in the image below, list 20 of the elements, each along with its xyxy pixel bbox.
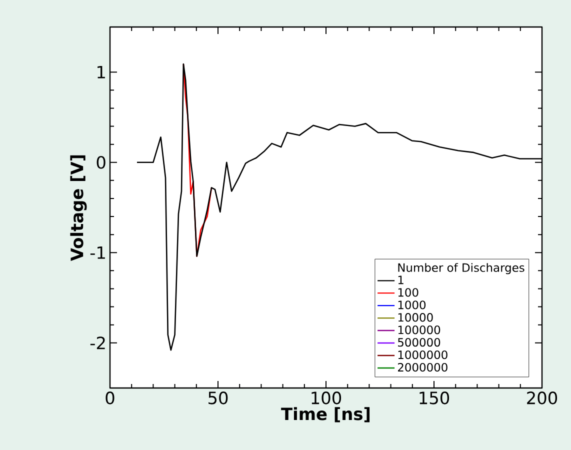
x-tick-label: 150 <box>420 392 450 404</box>
legend-label: 100 <box>398 288 418 297</box>
y-tick-label: 1 <box>98 66 105 78</box>
legend-label: 1000000 <box>398 350 448 360</box>
x-tick-label: 100 <box>312 392 342 404</box>
legend-label: 2000000 <box>398 362 448 372</box>
x-axis-title: Time [ns] <box>281 407 370 422</box>
legend-label: 500000 <box>398 338 440 347</box>
x-tick-label: 0 <box>106 392 114 404</box>
x-tick-label: 50 <box>208 392 228 404</box>
y-tick-label: 0 <box>96 156 106 169</box>
y-axis-title: Voltage [V] <box>70 155 87 262</box>
legend-title: Number of Discharges <box>398 263 524 274</box>
legend-label: 10000 <box>398 313 433 322</box>
y-tick-label: -2 <box>90 336 105 350</box>
legend-label: 100000 <box>398 326 440 334</box>
y-tick-label: -1 <box>90 246 105 259</box>
x-tick-label: 200 <box>527 392 558 404</box>
legend-label: 1000 <box>398 300 426 310</box>
legend-label: 1 <box>398 276 404 284</box>
